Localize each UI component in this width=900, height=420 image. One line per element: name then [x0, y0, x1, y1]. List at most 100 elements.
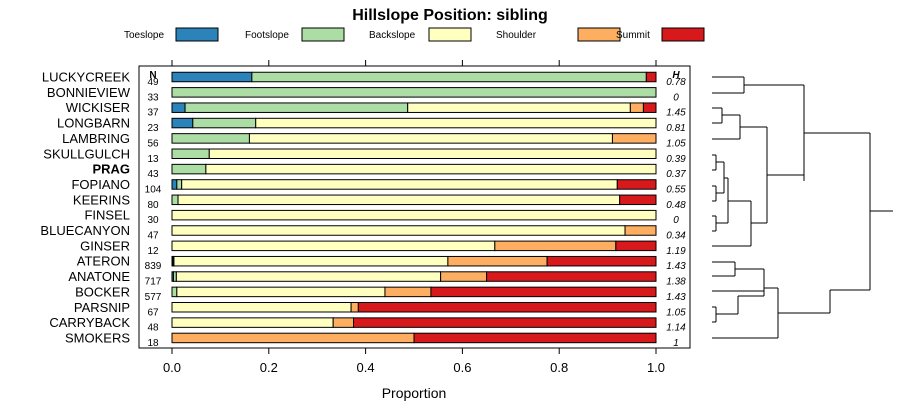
row-h-value: 1.43 [666, 261, 686, 272]
bar-segment-summit [615, 240, 657, 252]
row-h-value: 1.05 [666, 307, 686, 318]
row-bonnieview: BONNIEVIEW 33 0 [47, 85, 679, 104]
x-tick-label: 1.0 [647, 360, 665, 375]
row-skullgulch: SKULLGULCH 13 0.39 [43, 146, 686, 165]
bar-segment-backslope [255, 117, 657, 129]
bar-segment-summit [645, 71, 657, 83]
row-label: FOPIANO [71, 177, 130, 192]
legend-label-backslope: Backslope [369, 30, 416, 41]
bar-segment-summit [413, 332, 657, 344]
row-h-value: 1.14 [666, 323, 686, 334]
h-header: H [672, 70, 680, 81]
dendro-branch-parsnip-carryback [712, 306, 717, 323]
row-h-value: 0.39 [666, 154, 686, 165]
dendro-branch-a-root [744, 84, 805, 181]
legend: Toeslope Footslope Backslope Shoulder Summit [124, 27, 705, 42]
dendro-branch-skullgulch-prag [712, 154, 717, 171]
row-n-value: 47 [147, 231, 159, 242]
dendro-branch-wickiser-longbarn [712, 107, 723, 124]
bar-segment-backslope [175, 271, 442, 282]
row-h-value: 0.81 [666, 123, 685, 134]
legend-swatch-toeslope [175, 27, 219, 42]
row-label: KEERINS [73, 192, 130, 207]
bar-segment-backslope [171, 225, 626, 236]
row-keerins: KEERINS 80 0.48 [73, 192, 686, 211]
n-header: N [149, 70, 156, 81]
dendro-branch-b3 [740, 126, 768, 224]
row-n-value: 717 [145, 277, 162, 288]
row-wickiser: WICKISER 37 1.45 [66, 100, 686, 119]
chart-title: Hillslope Position: sibling [352, 7, 548, 24]
row-h-value: 0.55 [666, 184, 686, 195]
x-tick-label: 0.4 [357, 360, 375, 375]
bar-segment-shoulder [629, 102, 644, 113]
dendro-branch-c-root [778, 289, 870, 314]
dendro-branch-luckycreek-bonnieview [712, 76, 745, 94]
row-h-value: 1.45 [666, 108, 686, 119]
row-n-value: 33 [147, 92, 159, 103]
row-n-value: 577 [145, 292, 162, 303]
legend-swatch-shoulder [577, 27, 621, 42]
row-bluecanyon: BLUECANYON 47 0.34 [40, 223, 686, 242]
row-h-value: 0.34 [666, 231, 686, 242]
bar-segment-backslope [177, 194, 621, 206]
row-n-value: 37 [147, 108, 159, 119]
row-n-value: 104 [145, 184, 162, 195]
row-n-value: 23 [147, 123, 159, 134]
row-n-value: 18 [147, 338, 159, 349]
legend-swatch-backslope [428, 27, 472, 42]
bar-segment-footslope [176, 179, 183, 190]
bar-segment-footslope [171, 148, 210, 159]
legend-label-footslope: Footslope [245, 30, 289, 41]
dendro-branch-fopiano-keerins [712, 185, 717, 202]
bar-segment-shoulder [440, 271, 488, 282]
row-label: SKULLGULCH [43, 146, 130, 161]
bar-segment-backslope [171, 317, 334, 328]
row-h-value: 1 [673, 338, 679, 349]
row-label: LAMBRING [62, 131, 130, 146]
row-label: LONGBARN [57, 116, 130, 131]
plot-frame [138, 65, 691, 349]
row-prag: PRAG 43 0.37 [92, 162, 686, 181]
dendro-branch-b1 [716, 161, 725, 194]
row-h-value: 0.78 [666, 77, 686, 88]
bar-segment-footslope [192, 117, 257, 129]
bar-segment-shoulder [494, 240, 617, 252]
bar-segment-footslope [184, 102, 409, 113]
row-ginser: GINSER 12 1.19 [80, 238, 686, 257]
row-n-value: 43 [147, 169, 159, 180]
bar-segment-summit [642, 102, 657, 113]
row-h-value: 0 [673, 215, 679, 226]
row-label: ATERON [77, 254, 130, 269]
bar-segment-summit [619, 194, 657, 206]
bar-segment-backslope [171, 209, 657, 221]
row-carryback: CARRYBACK 48 1.14 [49, 315, 686, 334]
x-axis: 0.0 0.2 0.4 0.6 0.8 1.0 [163, 60, 665, 375]
bar-segment-footslope [171, 163, 207, 175]
bar-segment-summit [357, 302, 657, 313]
row-label: WICKISER [66, 100, 130, 115]
row-label: PARSNIP [74, 300, 130, 315]
row-h-value: 1.19 [666, 246, 686, 257]
bar-segment-footslope [171, 87, 657, 98]
row-ateron: ATERON 839 1.43 [77, 254, 686, 273]
dendro-branch-lambring [712, 114, 741, 140]
bar-segment-backslope [208, 148, 657, 159]
bar-segment-footslope [251, 71, 647, 83]
dendro-branch-c1 [716, 295, 764, 315]
row-h-value: 1.38 [666, 277, 686, 288]
legend-label-summit: Summit [616, 30, 650, 41]
bar-segment-summit [353, 317, 657, 328]
row-h-value: 1.43 [666, 292, 686, 303]
bar-segment-shoulder [350, 302, 359, 313]
row-n-value: 12 [147, 246, 159, 257]
x-tick-label: 0.0 [163, 360, 181, 375]
x-tick-label: 0.6 [453, 360, 471, 375]
row-label: LUCKYCREEK [42, 70, 130, 85]
bar-segment-toeslope [171, 102, 186, 113]
row-n-value: 56 [147, 138, 159, 149]
bar-segment-backslope [171, 240, 496, 252]
bar-segment-backslope [173, 255, 449, 267]
bar-segment-summit [430, 286, 657, 298]
